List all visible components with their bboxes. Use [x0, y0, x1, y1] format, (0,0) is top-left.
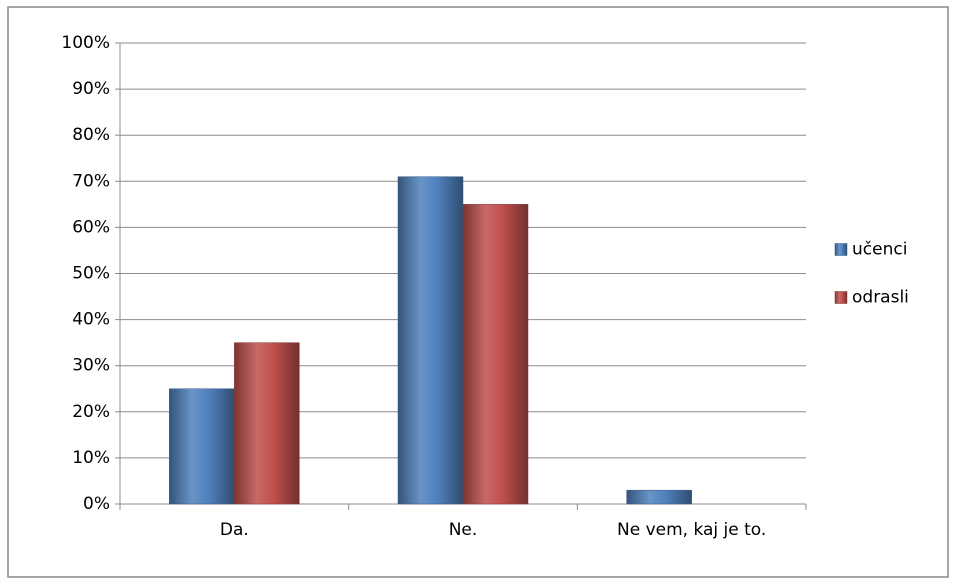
- y-tick-label: 100%: [61, 33, 110, 53]
- legend-swatch: [834, 291, 848, 304]
- y-tick-label: 50%: [72, 264, 110, 284]
- y-tick-label: 80%: [72, 125, 110, 145]
- legend-swatch: [834, 243, 848, 256]
- y-tick-label: 60%: [72, 217, 110, 237]
- bar: [169, 388, 235, 505]
- legend-label: učenci: [852, 240, 907, 260]
- y-tick-label: 70%: [72, 171, 110, 191]
- y-tick-label: 30%: [72, 356, 110, 376]
- x-tick-label: Ne vem, kaj je to.: [617, 520, 766, 540]
- bar: [462, 204, 529, 505]
- bar: [234, 342, 300, 505]
- bar: [626, 489, 692, 505]
- y-tick-label: 20%: [72, 402, 110, 422]
- y-tick-label: 40%: [72, 310, 110, 330]
- y-tick-label: 10%: [72, 448, 110, 468]
- y-tick-label: 90%: [72, 79, 110, 99]
- x-tick-label: Da.: [220, 520, 249, 540]
- x-tick-label: Ne.: [449, 520, 478, 540]
- bar: [397, 176, 464, 505]
- y-tick-label: 0%: [83, 494, 110, 514]
- legend-label: odrasli: [852, 288, 909, 308]
